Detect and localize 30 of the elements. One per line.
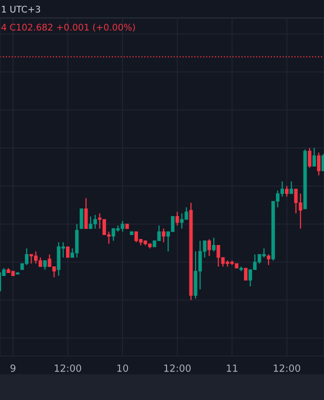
candlestick (212, 237, 216, 252)
candlestick (266, 254, 270, 266)
candlestick (43, 260, 47, 270)
candlestick (207, 238, 211, 257)
candlestick (93, 214, 97, 230)
x-tick-label: 10 (117, 364, 128, 372)
x-tick-label: 12:00 (274, 364, 300, 372)
candlestick (170, 216, 174, 232)
candlestick (316, 152, 321, 176)
x-tick-label: 11 (226, 364, 238, 372)
text: 4 C102.682 +0.001 (+0.00%) (1, 24, 135, 32)
candlestick (176, 211, 180, 226)
candlestick (290, 180, 294, 194)
candlestick (162, 228, 166, 243)
candlestick (180, 212, 184, 230)
x-tick-label: 9 (10, 364, 16, 372)
candlestick (244, 268, 248, 281)
candlestick (285, 185, 289, 198)
candlestick (29, 254, 34, 264)
candlestick (312, 147, 316, 167)
candlestick (216, 244, 220, 268)
x-tick-label: 12:00 (164, 364, 191, 372)
x-tick-label: 12:00 (54, 364, 82, 372)
candlestick (280, 180, 284, 198)
text: 1 UTC+3 (2, 6, 40, 13)
candlestick (84, 198, 88, 230)
candlestick (80, 208, 84, 229)
candlestick (66, 246, 70, 258)
candlestick (308, 147, 312, 168)
candlestick (24, 248, 28, 266)
